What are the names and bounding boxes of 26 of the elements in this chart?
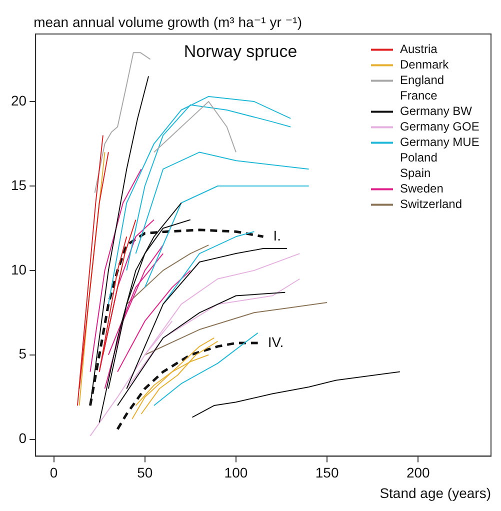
legend-label: England <box>400 73 444 88</box>
y-tick-label: 10 <box>10 261 27 278</box>
text: France <box>400 88 438 103</box>
y-tick-label: 20 <box>10 92 27 108</box>
y-axis-title: mean annual volume growth (m³ ha⁻¹ yr ⁻¹) <box>34 14 302 30</box>
x-tick-label: 50 <box>137 464 153 480</box>
x-tick-label: 150 <box>315 464 339 480</box>
y-tick-label: 5 <box>18 346 27 362</box>
text: Spain <box>400 166 431 180</box>
legend-label: Denmark <box>400 58 450 72</box>
legend-label: Switzerland <box>400 197 462 212</box>
x-axis-title: Stand age (years) <box>380 484 491 501</box>
legend-label: Germany MUE <box>400 135 480 150</box>
y-tick-label: 15 <box>10 176 27 193</box>
text: Poland <box>400 150 438 165</box>
legend-label: Austria <box>400 42 438 56</box>
annotation: IV. <box>268 334 284 350</box>
x-tick-label: 0 <box>50 464 58 480</box>
legend-label: Germany BW <box>400 104 473 118</box>
legend-label: Germany GOE <box>400 120 480 134</box>
legend-label: Sweden <box>400 182 444 196</box>
x-tick-label: 200 <box>406 464 430 480</box>
text: Norway spruce <box>184 42 298 62</box>
annotation: I. <box>273 228 282 244</box>
y-tick-label: 0 <box>18 430 27 446</box>
x-tick-label: 100 <box>224 464 248 480</box>
